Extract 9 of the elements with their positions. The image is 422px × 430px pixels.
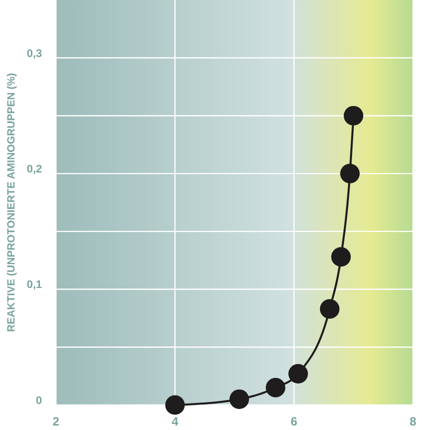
y-tick-label: 0,1 xyxy=(26,279,42,292)
x-tick-label: 2 xyxy=(52,414,60,429)
x-tick-label: 8 xyxy=(410,414,417,429)
y-tick-label: 0,3 xyxy=(26,48,42,60)
x-tick-label: 4 xyxy=(172,414,179,429)
y-tick-label: 0,2 xyxy=(26,163,42,176)
x-tick-label: 6 xyxy=(290,414,298,429)
y-tick-label: 0 xyxy=(36,394,42,407)
y-axis-title: REAKTIVE (UNPROTONIERTE AMINOGRUPPEN (%) xyxy=(6,72,18,332)
